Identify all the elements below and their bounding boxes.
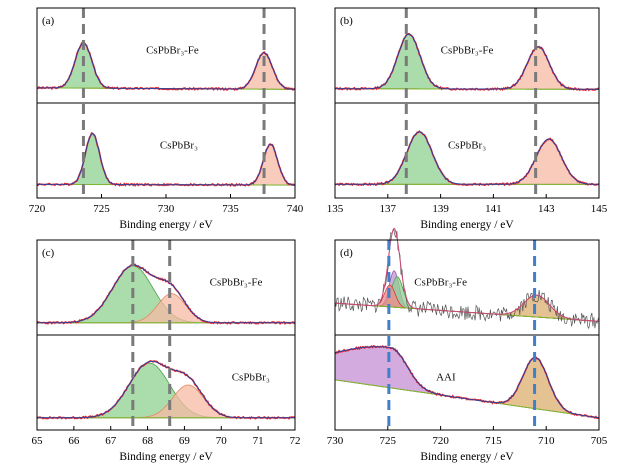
panel-tag: (a) [42, 15, 55, 27]
fit-envelope [37, 42, 295, 90]
series-label: AAI [436, 372, 456, 384]
x-axis-label: Binding energy / eV [119, 219, 213, 231]
x-axis-label: Binding energy / eV [119, 451, 213, 463]
x-tick-label: 725 [93, 203, 110, 215]
fit-envelope [334, 227, 599, 322]
x-tick-label: 69 [179, 435, 191, 447]
panel-3: CsPbBr₃-Fe CsPbBr₃ (c) 65 66 67 68 69 70 71 72 Bind… [32, 239, 301, 463]
x-axis-label: Binding energy / eV [420, 451, 514, 463]
raw-spectrum [334, 229, 600, 330]
x-tick-label: 705 [591, 435, 608, 447]
panel-4: CsPbBr₃-Fe AAI (d) 730 725 720 715 710 705 Bindin… [327, 227, 608, 463]
plot-frame [334, 239, 600, 431]
x-tick-label: 143 [538, 203, 555, 215]
x-tick-label: 740 [287, 203, 304, 215]
x-tick-label: 720 [29, 203, 46, 215]
x-tick-label: 725 [380, 435, 397, 447]
x-tick-label: 66 [68, 435, 80, 447]
x-tick-label: 730 [327, 435, 344, 447]
x-tick-label: 141 [485, 203, 502, 215]
series-label: CsPbBr₃-Fe [441, 45, 494, 57]
x-tick-label: 720 [432, 435, 449, 447]
x-tick-label: 67 [105, 435, 117, 447]
x-tick-label: 715 [485, 435, 502, 447]
fit-envelope [37, 360, 295, 419]
panel-tag: (c) [42, 247, 55, 259]
panel-1: CsPbBr₃-Fe CsPbBr₃ (a) 720 725 730 735 740 Bindi… [29, 7, 304, 231]
peak-component [335, 33, 599, 90]
x-axis-label: Binding energy / eV [420, 219, 514, 231]
x-tick-label: 65 [32, 435, 44, 447]
fit-envelope [334, 346, 600, 419]
x-tick-label: 145 [591, 203, 608, 215]
x-tick-label: 730 [158, 203, 175, 215]
series-label: CsPbBr₃-Fe [146, 45, 199, 57]
x-tick-label: 735 [222, 203, 239, 215]
series-label: CsPbBr₃-Fe [210, 277, 263, 289]
peak-component [37, 293, 295, 324]
x-tick-label: 135 [327, 203, 344, 215]
series-label: CsPbBr₃ [232, 372, 270, 384]
series-label: CsPbBr₃ [160, 140, 198, 152]
x-tick-label: 710 [538, 435, 555, 447]
panel-2: CsPbBr₃-Fe CsPbBr₃ (b) 135 137 139 141 143 145 Bi… [327, 7, 608, 231]
panel-tag: (d) [340, 247, 353, 259]
x-tick-label: 72 [290, 435, 301, 447]
series-label: CsPbBr₃ [448, 140, 486, 152]
fit-envelope [36, 132, 296, 186]
fit-envelope [37, 264, 295, 324]
x-tick-label: 70 [216, 435, 228, 447]
plot-frame [36, 239, 296, 431]
x-tick-label: 71 [253, 435, 264, 447]
plot-frame [334, 7, 600, 199]
fit-envelope [335, 33, 599, 90]
series-label: CsPbBr₃-Fe [414, 277, 467, 289]
panel-tag: (b) [340, 15, 353, 27]
x-tick-label: 139 [432, 203, 449, 215]
fit-envelope [335, 131, 599, 185]
x-tick-label: 68 [142, 435, 154, 447]
x-tick-label: 137 [380, 203, 397, 215]
